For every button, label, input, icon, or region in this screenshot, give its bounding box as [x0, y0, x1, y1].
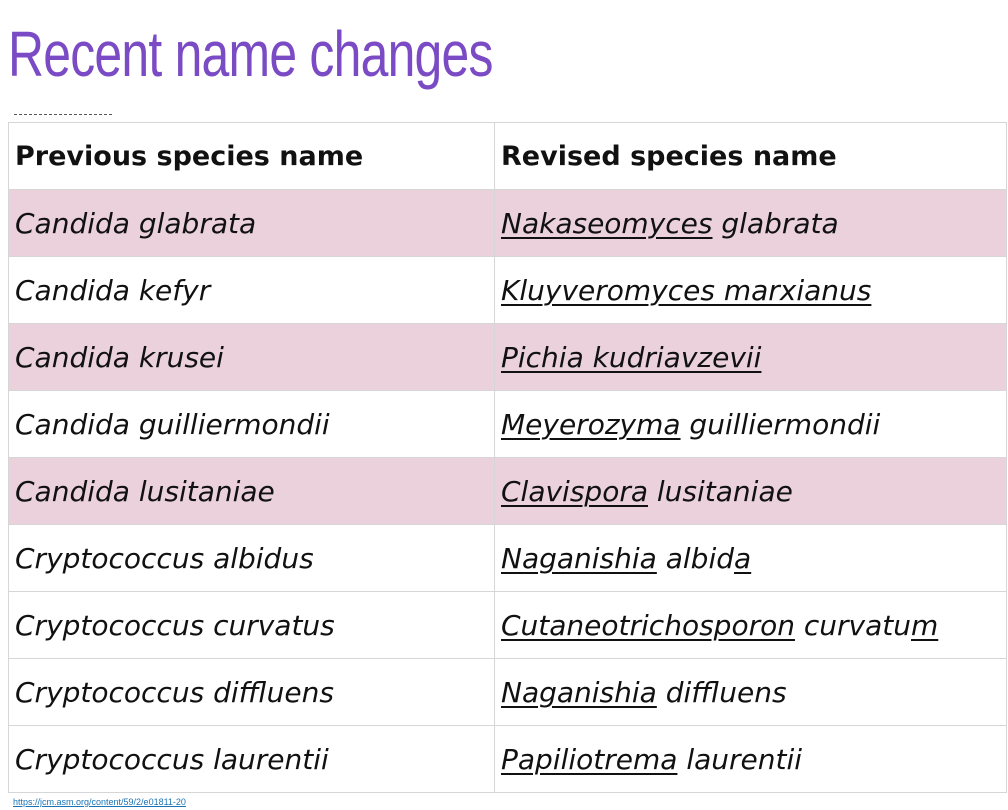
revised-species-cell: Clavispora lusitaniae: [494, 457, 1007, 525]
table-row: Candida guilliermondii Meyerozyma guillie…: [8, 390, 1007, 458]
revised-name-underlined-part: Cutaneotrichosporon: [501, 608, 795, 642]
revised-name-part: curvatu: [794, 608, 911, 642]
source-link[interactable]: https://jcm.asm.org/content/59/2/e01811-…: [13, 797, 186, 807]
previous-species-cell: Candida glabrata: [8, 189, 495, 257]
revised-name-underlined-part: Nakaseomyces: [501, 206, 713, 240]
table-row: Candida krusei Pichia kudriavzevii: [8, 323, 1007, 391]
header-previous-species: Previous species name: [8, 122, 495, 190]
previous-species-cell: Candida kefyr: [8, 256, 495, 324]
revised-name-underlined-part: Meyerozyma: [501, 407, 681, 441]
table-header-row: Previous species name Revised species na…: [8, 122, 1007, 190]
table-row: Cryptococcus curvatus Cutaneotrichosporon…: [8, 591, 1007, 659]
table-row: Candida lusitaniae Clavispora lusitaniae: [8, 457, 1007, 525]
revised-name-underlined-part: Clavispora: [501, 474, 648, 508]
revised-species-cell: Pichia kudriavzevii: [494, 323, 1007, 391]
table-row: Cryptococcus albidus Naganishia albida: [8, 524, 1007, 592]
previous-species-cell: Cryptococcus diffluens: [8, 658, 495, 726]
table-row: Cryptococcus laurentii Papiliotrema laure…: [8, 725, 1007, 793]
revised-name-part: lusitaniae: [648, 474, 793, 508]
revised-name-underlined-part: m: [910, 608, 939, 642]
species-name-table: Previous species name Revised species na…: [8, 122, 1007, 793]
revised-name-underlined-part: Pichia kudriavzevii: [501, 340, 762, 374]
table-body: Candida glabrata Nakaseomyces glabrata Can…: [8, 189, 1007, 793]
revised-species-cell: Naganishia albida: [494, 524, 1007, 592]
previous-species-cell: Cryptococcus laurentii: [8, 725, 495, 793]
revised-name-underlined-part: Papiliotrema: [501, 742, 678, 776]
revised-name-part: guilliermondii: [680, 407, 881, 441]
revised-name-underlined-part: Kluyveromyces marxianus: [501, 273, 872, 307]
revised-name-underlined-part: a: [734, 541, 752, 575]
revised-species-cell: Meyerozyma guilliermondii: [494, 390, 1007, 458]
previous-species-cell: Cryptococcus albidus: [8, 524, 495, 592]
table-row: Candida kefyr Kluyveromyces marxianus: [8, 256, 1007, 324]
revised-name-underlined-part: Naganishia: [501, 675, 657, 709]
revised-species-cell: Naganishia diffluens: [494, 658, 1007, 726]
previous-species-cell: Cryptococcus curvatus: [8, 591, 495, 659]
revised-name-part: glabrata: [712, 206, 839, 240]
table-row: Cryptococcus diffluens Naganishia difflue…: [8, 658, 1007, 726]
previous-species-cell: Candida krusei: [8, 323, 495, 391]
revised-species-cell: Cutaneotrichosporon curvatum: [494, 591, 1007, 659]
header-revised-species: Revised species name: [494, 122, 1007, 190]
revised-name-underlined-part: Naganishia: [501, 541, 657, 575]
revised-species-cell: Nakaseomyces glabrata: [494, 189, 1007, 257]
dashed-marker: [14, 114, 112, 115]
revised-species-cell: Kluyveromyces marxianus: [494, 256, 1007, 324]
previous-species-cell: Candida lusitaniae: [8, 457, 495, 525]
revised-name-part: diffluens: [656, 675, 787, 709]
table-row: Candida glabrata Nakaseomyces glabrata: [8, 189, 1007, 257]
revised-name-part: laurentii: [677, 742, 803, 776]
revised-name-part: albid: [656, 541, 735, 575]
slide-title: Recent name changes: [8, 18, 493, 90]
previous-species-cell: Candida guilliermondii: [8, 390, 495, 458]
revised-species-cell: Papiliotrema laurentii: [494, 725, 1007, 793]
